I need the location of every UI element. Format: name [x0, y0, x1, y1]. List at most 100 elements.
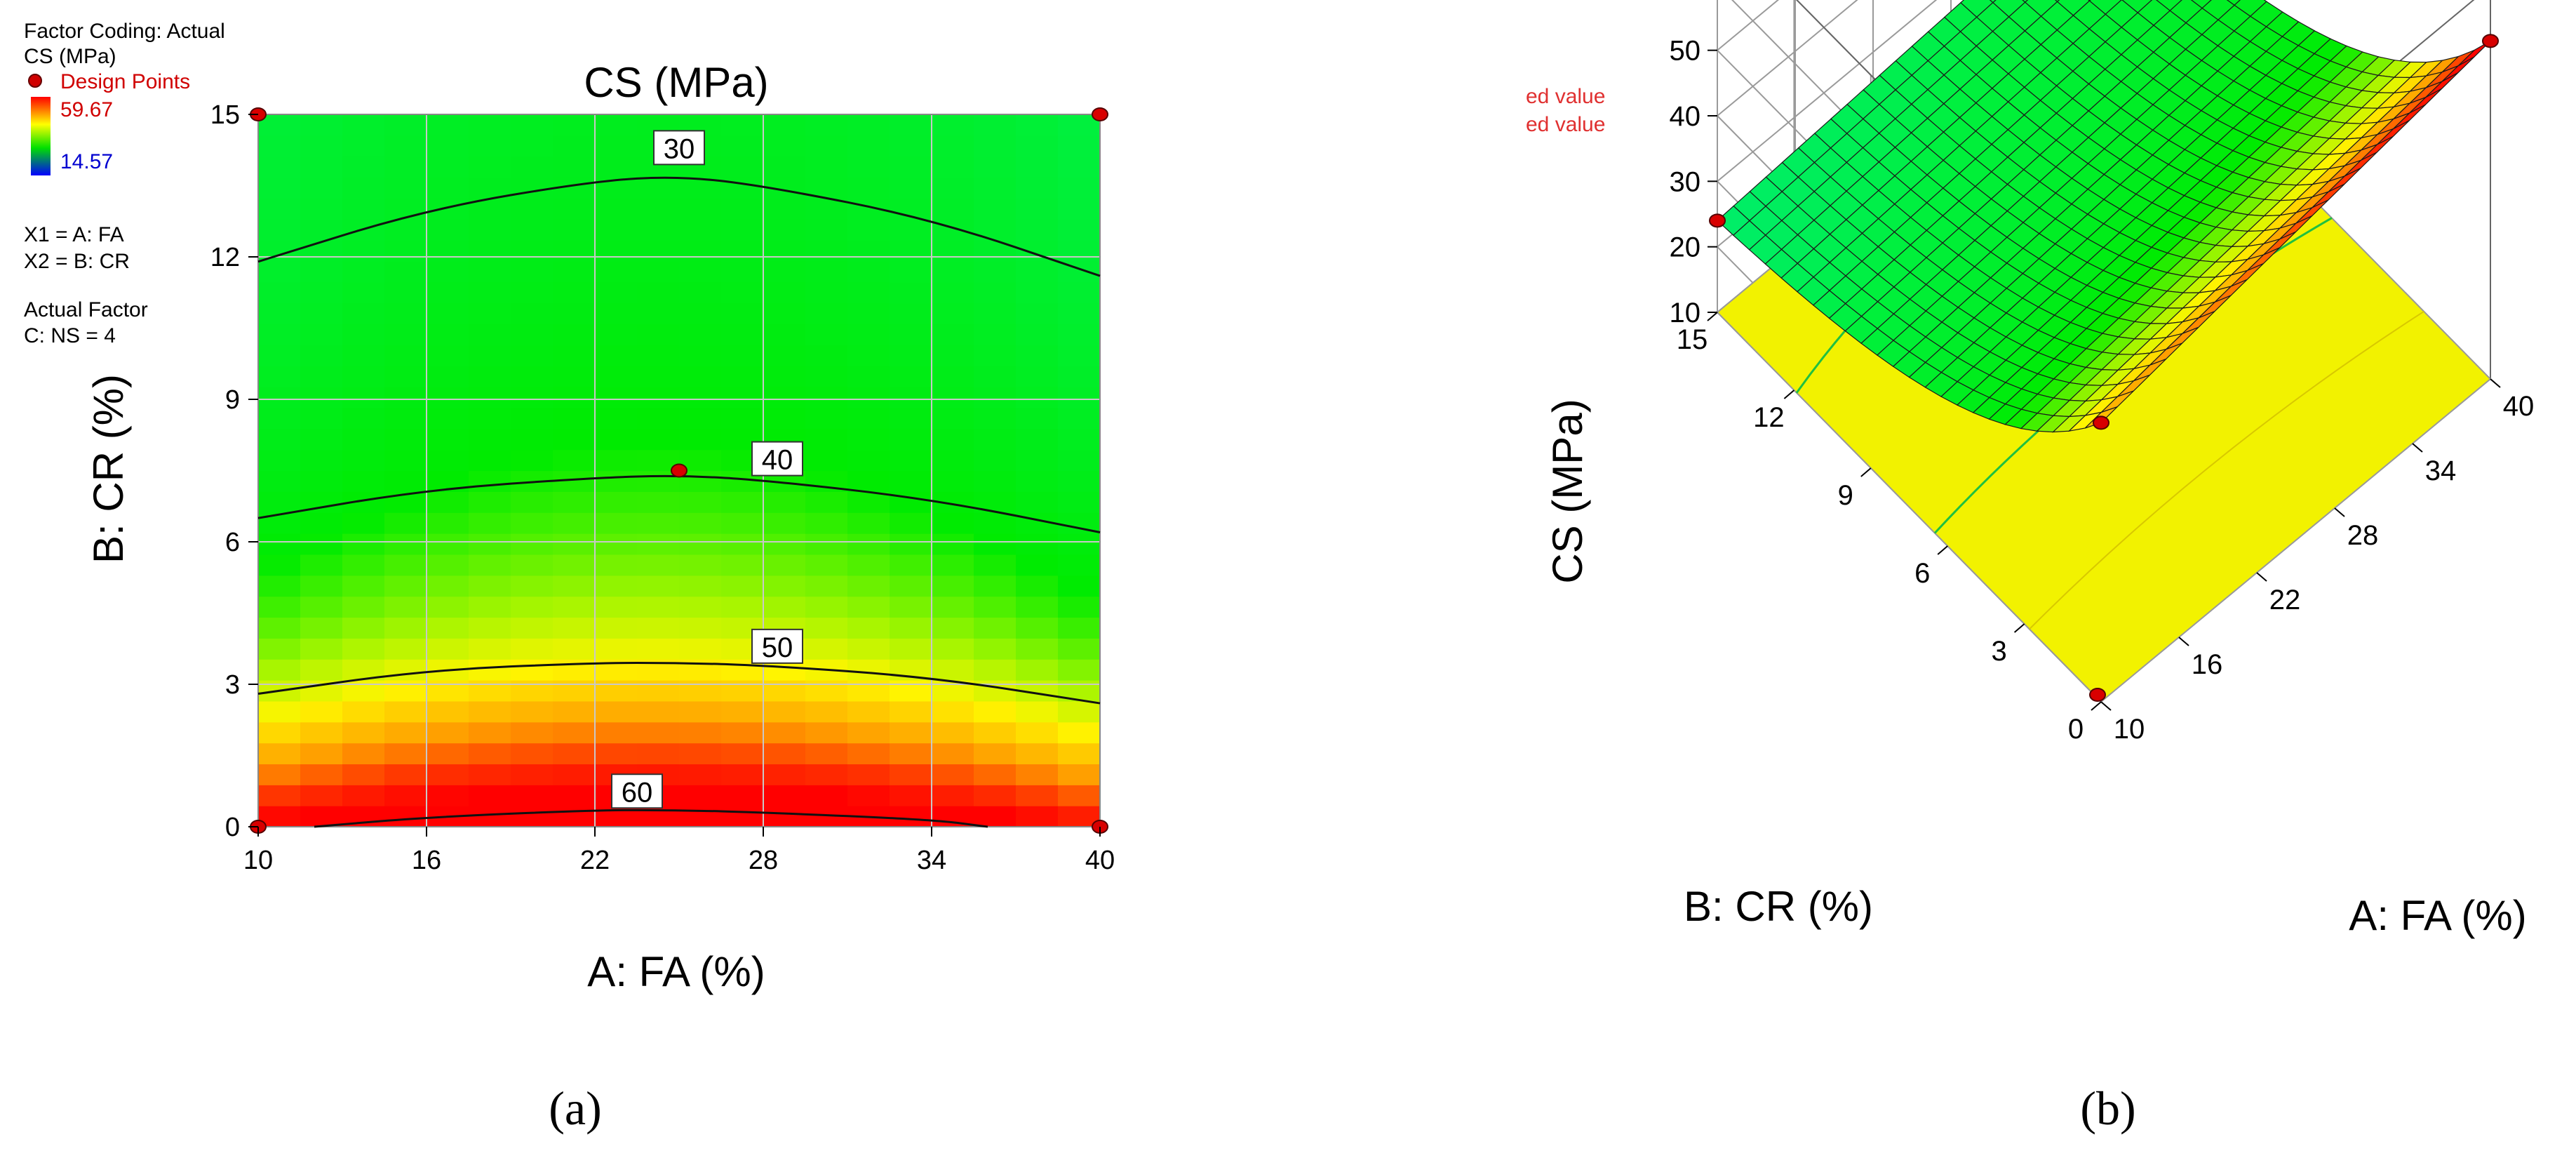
contour-cell — [258, 764, 301, 785]
contour-cell — [847, 114, 890, 136]
contour-cell — [427, 260, 469, 283]
contour-cell — [1016, 575, 1059, 597]
contour-cell — [595, 345, 638, 366]
contour-cell — [300, 366, 343, 387]
contour-cell — [511, 617, 554, 639]
contour-cell — [469, 700, 511, 723]
contour-cell — [805, 533, 848, 555]
contour-cell — [637, 638, 680, 660]
contour-cell — [427, 366, 469, 387]
contour-cell — [1058, 721, 1101, 744]
contour-cell — [1016, 281, 1059, 304]
contour-cell — [637, 387, 680, 408]
contour-cell — [258, 324, 301, 345]
contour-cell — [384, 135, 427, 157]
surface-design-point — [2482, 34, 2499, 48]
contour-cell — [300, 345, 343, 366]
contour-cell — [427, 575, 469, 597]
contour-cell — [932, 428, 974, 451]
contour-cell — [637, 512, 680, 534]
contour-cell — [342, 596, 385, 618]
contour-cell — [595, 512, 638, 534]
contour-cell — [595, 680, 638, 702]
contour-cell — [553, 366, 596, 387]
contour-cell — [637, 366, 680, 387]
contour-cell — [1016, 764, 1059, 785]
b-tick-label: 12 — [1753, 402, 1785, 433]
contour-cell — [763, 219, 806, 241]
contour-cell — [1058, 177, 1101, 199]
contour-cell — [553, 428, 596, 451]
contour-cell — [300, 302, 343, 325]
contour-cell — [511, 156, 554, 178]
contour-cell — [384, 407, 427, 430]
contour-cell — [511, 260, 554, 283]
contour-cell — [511, 785, 554, 806]
contour-cell — [342, 512, 385, 534]
contour-cell — [763, 345, 806, 366]
contour-cell — [553, 114, 596, 136]
contour-cell — [300, 114, 343, 136]
contour-cell — [511, 743, 554, 765]
contour-cell — [679, 428, 722, 451]
a-tick-mark — [2412, 443, 2423, 453]
contour-cell — [679, 260, 722, 283]
contour-cell — [974, 596, 1017, 618]
contour-cell — [553, 240, 596, 262]
contour-cell — [890, 387, 932, 408]
contour-cell — [511, 491, 554, 513]
contour-cell — [469, 680, 511, 702]
b-tick-label: 0 — [2068, 714, 2084, 745]
contour-cell — [258, 219, 301, 241]
contour-cell — [553, 596, 596, 618]
a-tick-label: 40 — [2503, 391, 2535, 422]
contour-cell — [553, 638, 596, 660]
contour-cell — [637, 260, 680, 283]
contour-cell — [258, 617, 301, 639]
contour-cell — [637, 533, 680, 555]
contour-cell — [427, 533, 469, 555]
contour-cell — [427, 302, 469, 325]
contour-cell — [721, 114, 764, 136]
contour-cell — [1016, 700, 1059, 723]
contour-cell — [300, 428, 343, 451]
contour-cell — [890, 407, 932, 430]
contour-cell — [763, 281, 806, 304]
contour-cell — [805, 407, 848, 430]
contour-cell — [721, 345, 764, 366]
b-tick-mark — [1937, 545, 1948, 555]
contour-cell — [469, 324, 511, 345]
contour-cell — [1016, 302, 1059, 325]
contour-cell — [1058, 387, 1101, 408]
contour-cell — [342, 407, 385, 430]
contour-cell — [300, 700, 343, 723]
contour-cell — [258, 512, 301, 534]
contour-cell — [805, 324, 848, 345]
contour-cell — [721, 785, 764, 806]
contour-cell — [679, 680, 722, 702]
contour-cell — [342, 575, 385, 597]
contour-cell — [679, 575, 722, 597]
contour-cell — [637, 198, 680, 220]
contour-cell — [974, 449, 1017, 472]
contour-cell — [511, 387, 554, 408]
contour-cell — [805, 554, 848, 576]
contour-cell — [679, 533, 722, 555]
contour-cell — [974, 721, 1017, 744]
contour-cell — [384, 617, 427, 639]
contour-cell — [342, 428, 385, 451]
contour-cell — [1058, 156, 1101, 178]
contour-cell — [974, 281, 1017, 304]
contour-cell — [932, 596, 974, 618]
contour-cell — [511, 240, 554, 262]
contour-cell — [300, 156, 343, 178]
contour-cell — [974, 407, 1017, 430]
contour-cell — [721, 177, 764, 199]
contour-cell — [595, 575, 638, 597]
contour-cell — [595, 324, 638, 345]
contour-cell — [469, 345, 511, 366]
contour-cell — [890, 177, 932, 199]
contour-cell — [721, 700, 764, 723]
contour-cell — [427, 428, 469, 451]
contour-cell — [932, 387, 974, 408]
